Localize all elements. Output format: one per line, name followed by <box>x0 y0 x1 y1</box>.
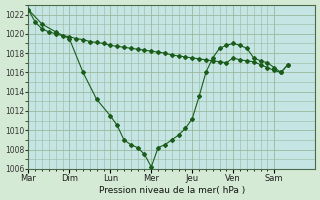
X-axis label: Pression niveau de la mer( hPa ): Pression niveau de la mer( hPa ) <box>99 186 245 195</box>
